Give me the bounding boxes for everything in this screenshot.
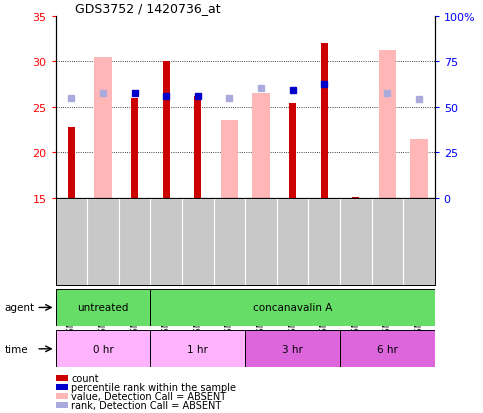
Text: untreated: untreated: [77, 303, 128, 313]
Bar: [221, 121, 238, 198]
Text: agent: agent: [5, 303, 35, 313]
Bar: [252, 94, 270, 198]
Bar: [56, 289, 150, 326]
Text: rank, Detection Call = ABSENT: rank, Detection Call = ABSENT: [71, 400, 222, 410]
Bar: [321, 44, 327, 198]
Bar: [379, 51, 396, 198]
Text: value, Detection Call = ABSENT: value, Detection Call = ABSENT: [71, 391, 227, 401]
Bar: [94, 57, 112, 198]
Bar: [150, 289, 435, 326]
Text: time: time: [5, 344, 28, 354]
Text: 6 hr: 6 hr: [377, 344, 398, 354]
Text: percentile rank within the sample: percentile rank within the sample: [71, 382, 237, 392]
Bar: [68, 127, 75, 198]
Bar: [340, 330, 435, 368]
Bar: [150, 330, 245, 368]
Bar: [289, 104, 296, 198]
Text: 0 hr: 0 hr: [93, 344, 114, 354]
Text: 1 hr: 1 hr: [187, 344, 208, 354]
Bar: [352, 197, 359, 198]
Bar: [194, 97, 201, 198]
Bar: [245, 330, 340, 368]
Text: count: count: [71, 373, 99, 383]
Bar: [163, 62, 170, 198]
Text: 3 hr: 3 hr: [282, 344, 303, 354]
Bar: [131, 98, 138, 198]
Bar: [410, 139, 427, 198]
Text: concanavalin A: concanavalin A: [253, 303, 332, 313]
Text: GDS3752 / 1420736_at: GDS3752 / 1420736_at: [74, 2, 220, 15]
Bar: [56, 330, 150, 368]
